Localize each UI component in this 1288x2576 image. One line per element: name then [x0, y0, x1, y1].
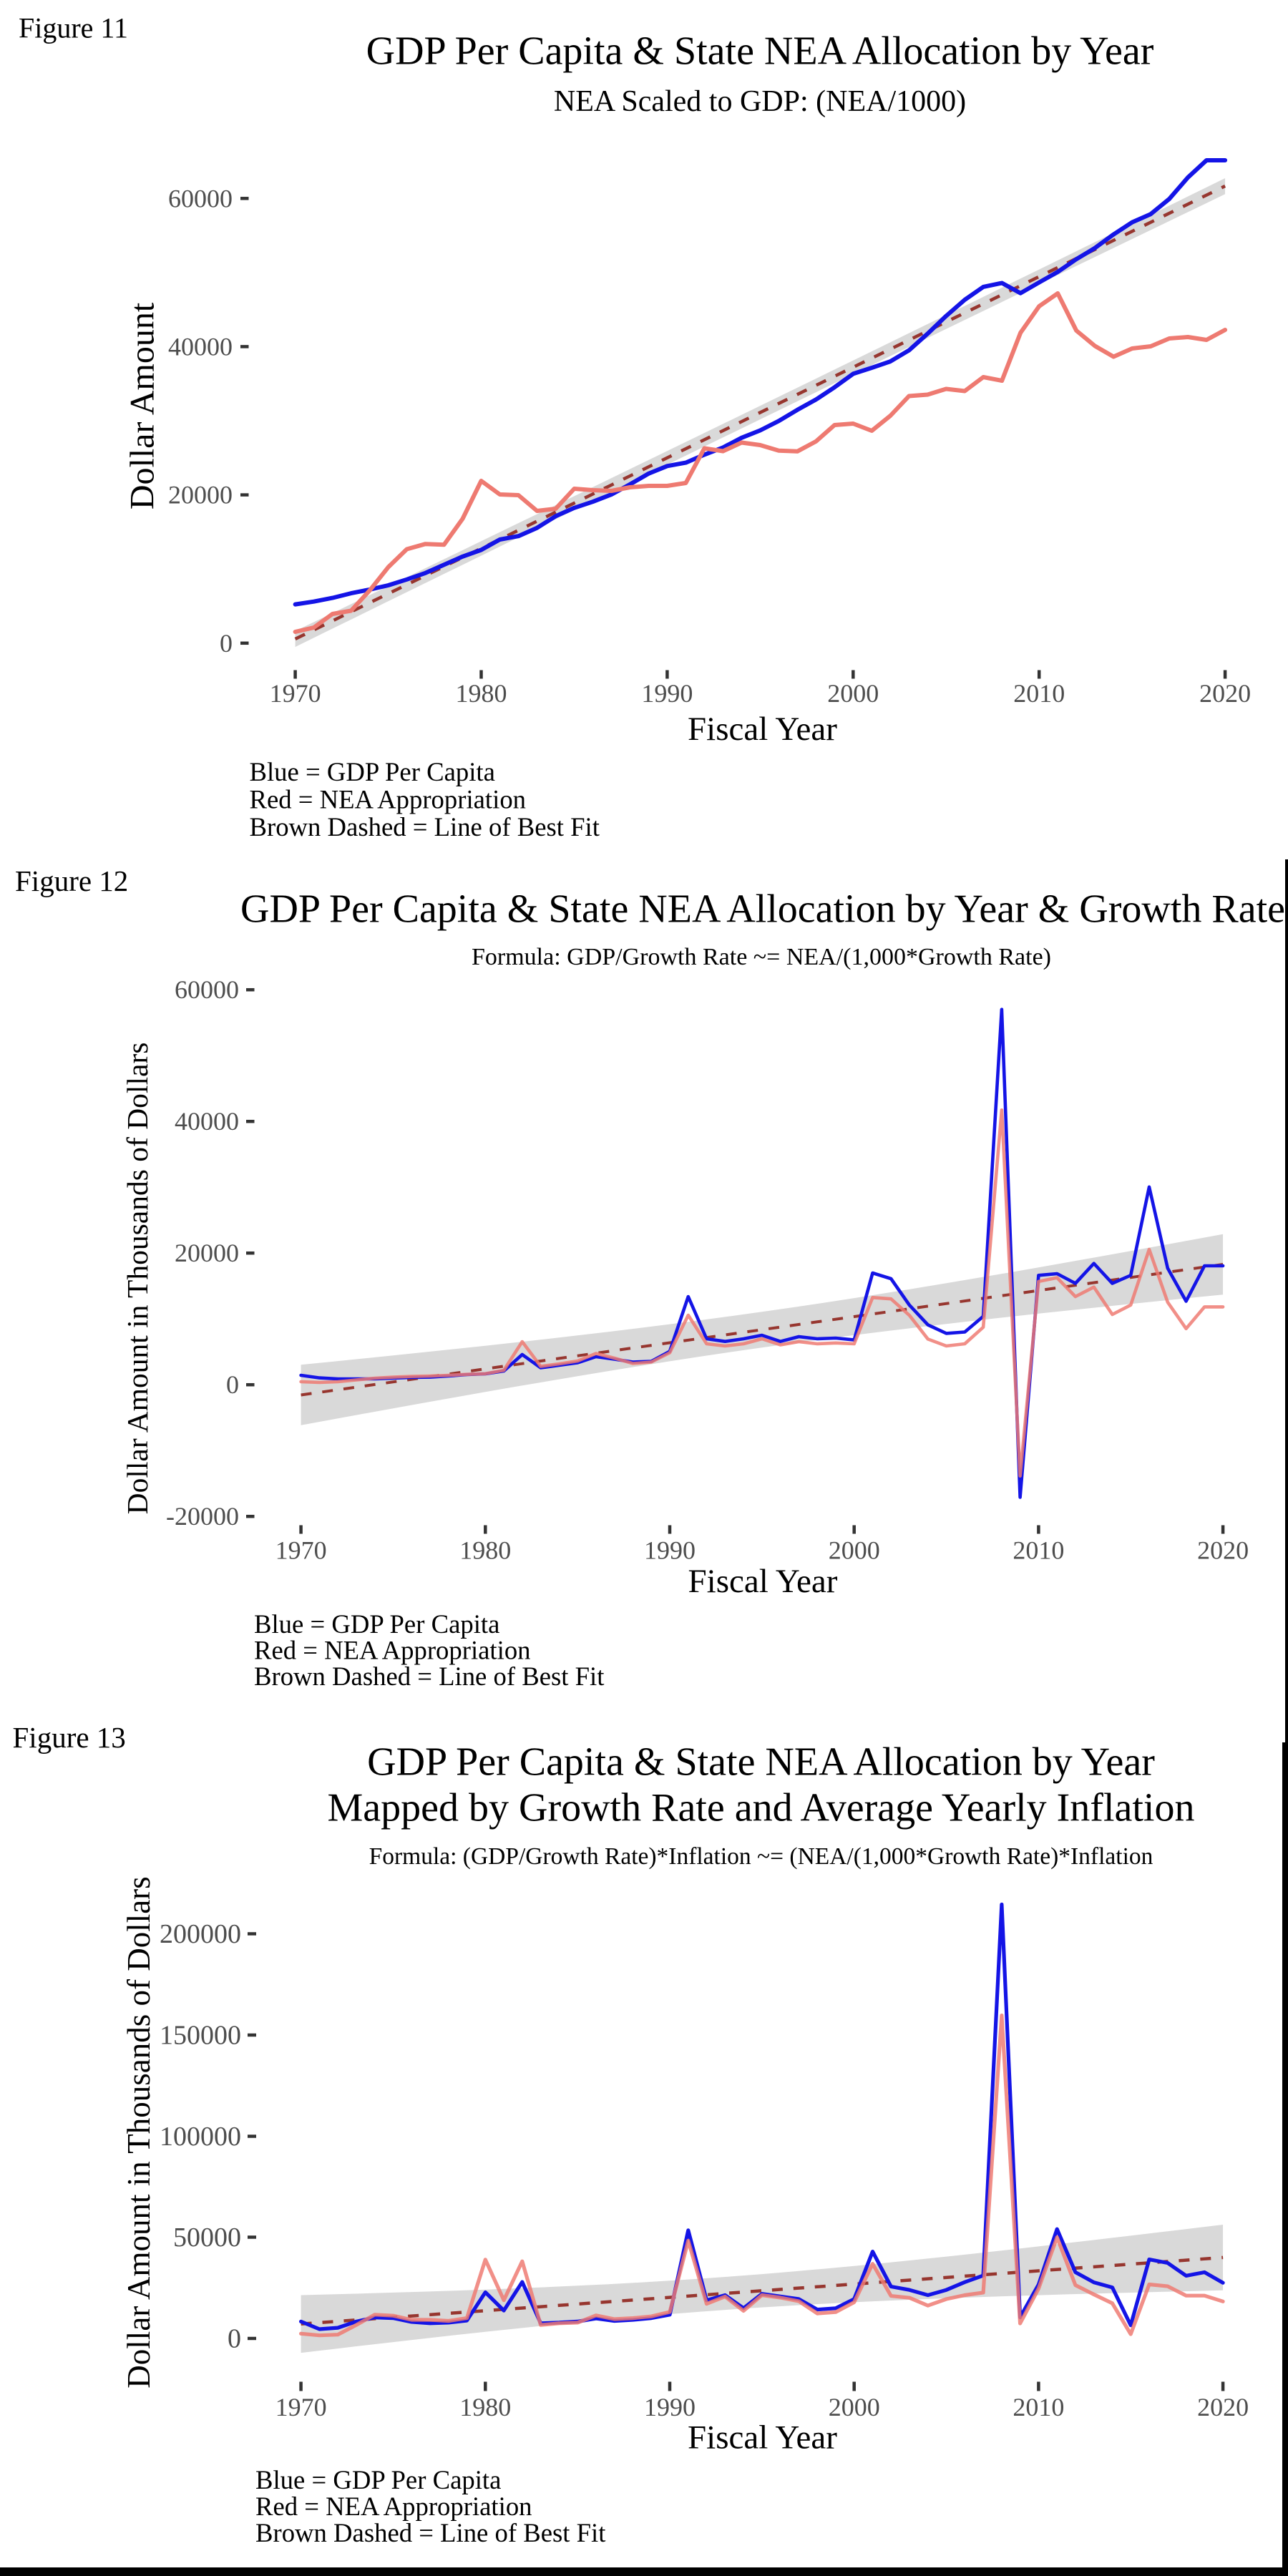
svg-text:1970: 1970 [275, 2393, 327, 2421]
svg-text:1990: 1990 [644, 1536, 696, 1565]
svg-text:Dollar Amount in Thousands of: Dollar Amount in Thousands of Dollars [121, 1043, 154, 1515]
svg-text:1990: 1990 [641, 679, 693, 708]
svg-text:Figure 11: Figure 11 [19, 12, 128, 44]
svg-text:NEA Scaled to GDP: (NEA/1000): NEA Scaled to GDP: (NEA/1000) [554, 85, 966, 118]
svg-text:2000: 2000 [829, 1536, 880, 1565]
svg-text:40000: 40000 [175, 1107, 239, 1136]
svg-text:1980: 1980 [459, 2393, 511, 2421]
svg-text:Dollar Amount: Dollar Amount [123, 302, 161, 509]
svg-text:2000: 2000 [827, 679, 879, 708]
svg-text:Blue = GDP Per Capita: Blue = GDP Per Capita [254, 1609, 499, 1639]
svg-text:60000: 60000 [168, 184, 233, 213]
svg-text:50000: 50000 [173, 2223, 241, 2253]
svg-text:GDP Per Capita & State NEA All: GDP Per Capita & State NEA Allocation by… [367, 1740, 1155, 1784]
svg-text:2020: 2020 [1199, 679, 1251, 708]
svg-text:150000: 150000 [160, 2021, 241, 2051]
svg-text:1970: 1970 [275, 1536, 327, 1565]
svg-text:Formula: GDP/Growth Rate ~= NE: Formula: GDP/Growth Rate ~= NEA/(1,000*G… [472, 944, 1051, 970]
svg-text:Fiscal Year: Fiscal Year [688, 711, 837, 748]
svg-text:Blue = GDP Per Capita: Blue = GDP Per Capita [255, 2465, 501, 2494]
svg-text:Mapped by Growth Rate and Aver: Mapped by Growth Rate and Average Yearly… [328, 1785, 1195, 1830]
svg-text:Formula: (GDP/Growth Rate)*Inf: Formula: (GDP/Growth Rate)*Inflation ~= … [369, 1843, 1153, 1870]
svg-text:Red = NEA Appropriation: Red = NEA Appropriation [255, 2492, 532, 2521]
svg-text:0: 0 [228, 2324, 241, 2354]
svg-text:1990: 1990 [644, 2393, 696, 2421]
svg-text:Fiscal Year: Fiscal Year [688, 2419, 837, 2457]
svg-text:0: 0 [220, 629, 233, 658]
svg-text:Red = NEA Appropriation: Red = NEA Appropriation [250, 785, 527, 814]
svg-text:100000: 100000 [160, 2122, 241, 2152]
svg-text:200000: 200000 [160, 1919, 241, 1949]
svg-text:1970: 1970 [270, 679, 321, 708]
svg-text:40000: 40000 [168, 332, 233, 361]
svg-text:Brown Dashed = Line of Best Fi: Brown Dashed = Line of Best Fit [254, 1662, 604, 1691]
svg-text:Brown Dashed = Line of Best Fi: Brown Dashed = Line of Best Fit [250, 812, 600, 841]
svg-text:Brown Dashed = Line of Best Fi: Brown Dashed = Line of Best Fit [255, 2518, 605, 2547]
svg-text:2010: 2010 [1013, 679, 1065, 708]
svg-text:20000: 20000 [175, 1239, 239, 1267]
svg-text:Figure 13: Figure 13 [13, 1721, 126, 1754]
svg-text:Fiscal Year: Fiscal Year [688, 1563, 838, 1600]
svg-text:0: 0 [226, 1370, 239, 1399]
svg-text:2010: 2010 [1013, 2393, 1064, 2421]
svg-text:20000: 20000 [168, 481, 233, 509]
svg-text:Dollar Amount in Thousands of: Dollar Amount in Thousands of Dollars [121, 1876, 157, 2388]
svg-text:2020: 2020 [1197, 1536, 1249, 1565]
svg-text:Blue = GDP Per Capita: Blue = GDP Per Capita [250, 757, 495, 786]
svg-text:Figure 12: Figure 12 [15, 864, 128, 897]
svg-text:-20000: -20000 [166, 1502, 239, 1531]
svg-text:GDP Per Capita & State NEA All: GDP Per Capita & State NEA Allocation by… [366, 29, 1154, 73]
svg-text:2010: 2010 [1013, 1536, 1064, 1565]
svg-text:Red = NEA Appropriation: Red = NEA Appropriation [254, 1636, 531, 1665]
svg-text:2000: 2000 [829, 2393, 880, 2421]
svg-text:GDP Per Capita & State NEA All: GDP Per Capita & State NEA Allocation by… [240, 887, 1285, 931]
svg-text:60000: 60000 [175, 975, 239, 1004]
svg-text:2020: 2020 [1197, 2393, 1249, 2421]
svg-text:1980: 1980 [456, 679, 507, 708]
svg-text:1980: 1980 [459, 1536, 511, 1565]
